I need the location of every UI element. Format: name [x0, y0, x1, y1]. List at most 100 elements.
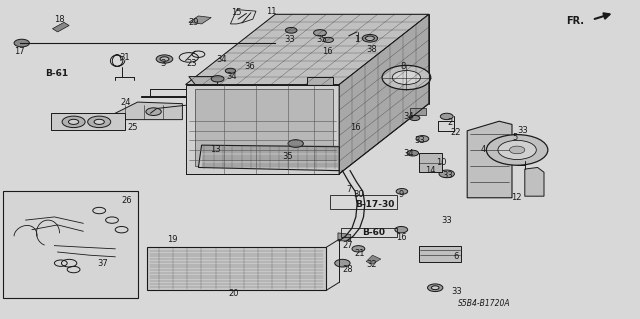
Polygon shape — [419, 246, 461, 262]
Circle shape — [94, 119, 104, 124]
Text: 34: 34 — [403, 149, 413, 158]
Text: 19: 19 — [168, 235, 178, 244]
Text: 25: 25 — [128, 123, 138, 132]
Circle shape — [323, 37, 333, 42]
Polygon shape — [366, 255, 381, 264]
Text: 2: 2 — [447, 118, 452, 127]
Circle shape — [14, 39, 29, 47]
Text: 17: 17 — [14, 47, 24, 56]
Text: 34: 34 — [217, 55, 227, 63]
Circle shape — [285, 27, 297, 33]
Text: 34: 34 — [403, 112, 413, 121]
Circle shape — [335, 259, 350, 267]
Circle shape — [498, 140, 536, 160]
Polygon shape — [189, 16, 211, 24]
Text: 24: 24 — [121, 98, 131, 107]
Text: 23: 23 — [187, 59, 197, 68]
Circle shape — [431, 286, 439, 290]
Text: 36: 36 — [244, 63, 255, 71]
Text: 1: 1 — [355, 35, 360, 44]
Text: 14: 14 — [425, 166, 435, 174]
Circle shape — [365, 36, 374, 41]
Text: B-61: B-61 — [45, 69, 68, 78]
Text: 11: 11 — [266, 7, 276, 16]
Text: 10: 10 — [436, 158, 447, 167]
Polygon shape — [102, 102, 182, 120]
Circle shape — [211, 76, 224, 82]
Text: 33: 33 — [414, 136, 424, 145]
Circle shape — [395, 226, 408, 233]
Text: 30: 30 — [353, 190, 364, 199]
Polygon shape — [198, 145, 339, 171]
Text: 16: 16 — [322, 47, 332, 56]
Text: 3: 3 — [161, 59, 166, 68]
Circle shape — [407, 150, 419, 156]
Text: 13: 13 — [210, 145, 220, 154]
Circle shape — [392, 70, 420, 85]
Text: 9: 9 — [399, 190, 404, 199]
Text: B-17-30: B-17-30 — [355, 200, 395, 209]
Circle shape — [62, 116, 85, 128]
Polygon shape — [419, 153, 442, 172]
Text: 21: 21 — [355, 249, 365, 258]
Text: 4: 4 — [481, 145, 486, 154]
Text: 8: 8 — [401, 63, 406, 71]
Text: 7: 7 — [346, 185, 351, 194]
Text: 12: 12 — [511, 193, 522, 202]
Circle shape — [416, 136, 429, 142]
Circle shape — [225, 68, 236, 73]
Circle shape — [88, 116, 111, 128]
Text: 16: 16 — [396, 233, 406, 242]
Text: 35: 35 — [316, 35, 326, 44]
Circle shape — [362, 34, 378, 42]
Text: 18: 18 — [54, 15, 65, 24]
Text: B-60: B-60 — [362, 228, 385, 237]
Circle shape — [396, 189, 408, 194]
Text: 6: 6 — [453, 252, 458, 261]
Polygon shape — [147, 247, 326, 290]
Text: 31: 31 — [120, 53, 130, 62]
Circle shape — [439, 170, 454, 178]
Text: 33: 33 — [451, 287, 461, 296]
Circle shape — [288, 140, 303, 147]
Circle shape — [410, 115, 420, 121]
Text: 28: 28 — [342, 265, 353, 274]
Text: 35: 35 — [283, 152, 293, 161]
Circle shape — [68, 119, 79, 124]
Polygon shape — [51, 113, 125, 130]
Text: 26: 26 — [122, 197, 132, 205]
Circle shape — [509, 146, 525, 154]
Circle shape — [428, 284, 443, 292]
Polygon shape — [410, 108, 426, 115]
Circle shape — [314, 30, 326, 36]
Text: 27: 27 — [342, 241, 353, 250]
Text: 5: 5 — [513, 133, 518, 142]
Polygon shape — [338, 233, 351, 241]
Circle shape — [486, 135, 548, 165]
Polygon shape — [186, 14, 429, 85]
Circle shape — [160, 57, 169, 61]
Polygon shape — [525, 167, 544, 196]
Text: 15: 15 — [232, 8, 242, 17]
Polygon shape — [141, 96, 186, 97]
Text: 16: 16 — [350, 123, 360, 132]
Text: 34: 34 — [227, 72, 237, 81]
Text: 33: 33 — [285, 35, 295, 44]
Text: FR.: FR. — [566, 16, 584, 26]
Polygon shape — [467, 121, 512, 198]
Text: 37: 37 — [97, 259, 108, 268]
Circle shape — [382, 65, 431, 90]
Text: 32: 32 — [366, 260, 376, 269]
Circle shape — [352, 246, 365, 252]
Polygon shape — [307, 77, 333, 85]
Polygon shape — [3, 191, 138, 298]
Text: 33: 33 — [517, 126, 527, 135]
Circle shape — [440, 113, 453, 120]
Circle shape — [146, 108, 161, 115]
Polygon shape — [186, 85, 339, 174]
Polygon shape — [189, 77, 218, 85]
Text: 29: 29 — [188, 18, 198, 27]
Text: 38: 38 — [366, 45, 376, 54]
Polygon shape — [339, 14, 429, 174]
Polygon shape — [52, 22, 69, 32]
